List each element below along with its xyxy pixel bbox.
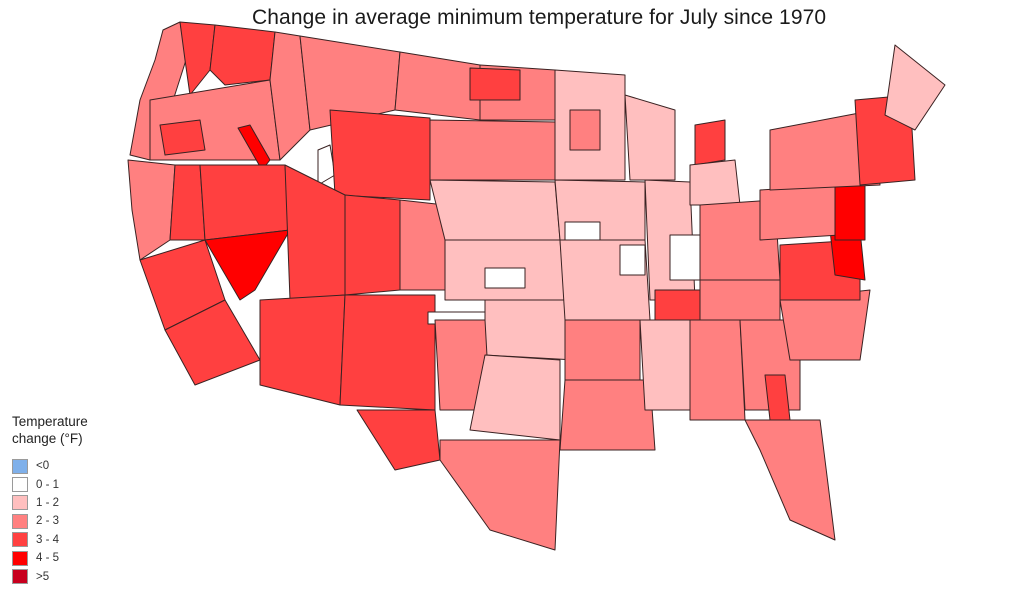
- legend-item: >5: [12, 567, 122, 585]
- map-region: Michigan southern: 1 - 2: [689, 159, 741, 206]
- legend-item: 3 - 4: [12, 531, 122, 549]
- legend-label: <0: [36, 460, 50, 473]
- legend-title: Temperature change (°F): [12, 413, 122, 447]
- map-region: Alabama: 2 - 3: [689, 319, 746, 421]
- map-region: South Dakota: 2 - 3: [429, 119, 556, 181]
- map-region: Puget Sound / Cascades WA: 3 - 4: [179, 21, 216, 96]
- map-region: Georgia coast: 3 - 4: [764, 374, 791, 421]
- map-region: North Central Texas: 1 - 2: [469, 354, 561, 441]
- map-region: Louisiana: 2 - 3: [559, 379, 656, 451]
- legend-swatch: [12, 550, 28, 566]
- map-region: South Texas: 2 - 3: [439, 439, 561, 551]
- legend-swatch: [12, 495, 28, 511]
- map-region: Kansas south-central: 0 - 1: [484, 267, 526, 289]
- map-region: Michigan northern Lower Peninsula: 3 - 4: [694, 119, 726, 166]
- map-region: Wisconsin: 1 - 2: [624, 94, 676, 181]
- legend-item: 4 - 5: [12, 549, 122, 567]
- map-region: Southeast Pennsylvania / New Jersey: 4 -…: [834, 184, 866, 241]
- map-region: Idaho Snake River Plain: 4 - 5: [237, 124, 271, 171]
- map-region: Iowa north / central: 0 - 1: [564, 221, 601, 241]
- legend-swatch: [12, 569, 28, 585]
- legend-item: 1 - 2: [12, 494, 122, 512]
- map-region: Maine: 1 - 2: [884, 44, 946, 131]
- map-region: Nebraska: 1 - 2: [429, 179, 561, 241]
- map-region: North Dakota east: 3 - 4: [469, 67, 521, 101]
- legend-swatch: [12, 477, 28, 493]
- map-region: Wyoming central: 3 - 4: [329, 109, 431, 201]
- map-region: Sacramento Valley: 3 - 4: [169, 164, 206, 241]
- map-region: Arizona: 3 - 4: [259, 294, 346, 406]
- legend-item: 0 - 1: [12, 475, 122, 493]
- map-region: Oklahoma: 1 - 2: [484, 299, 576, 361]
- map-region: Pennsylvania: 2 - 3: [759, 184, 841, 241]
- legend-label: 2 - 3: [36, 515, 60, 528]
- map-region: Arkansas: 2 - 3: [564, 319, 641, 381]
- legend-items: <0 0 - 1 1 - 2 2 - 3 3 - 4 4 - 5 >5: [12, 457, 122, 586]
- map-region: Kentucky: 2 - 3: [699, 279, 781, 321]
- map-region: Minnesota central: 2 - 3: [569, 109, 601, 151]
- map-region: Mississippi: 1 - 2: [639, 319, 691, 411]
- map-region: Northern Nevada: 3 - 4: [199, 164, 291, 241]
- map-region: Colorado western: 3 - 4: [344, 194, 401, 296]
- legend-swatch: [12, 458, 28, 474]
- map-region: New Mexico: 3 - 4: [339, 294, 436, 411]
- legend-item: 2 - 3: [12, 512, 122, 530]
- legend-label: 0 - 1: [36, 478, 60, 491]
- legend-swatch: [12, 513, 28, 529]
- map-region: Missouri east: 0 - 1: [619, 244, 646, 276]
- map-region: Texas Trans-Pecos: 3 - 4: [356, 409, 441, 471]
- map-region: Florida south: 2 - 3: [744, 419, 836, 541]
- legend-label: >5: [36, 570, 50, 583]
- map-region: New York: 2 - 3: [769, 109, 881, 191]
- map-region: Eastern Washington: 3 - 4: [209, 24, 276, 86]
- legend-label: 3 - 4: [36, 533, 60, 546]
- legend-label: 1 - 2: [36, 496, 60, 509]
- map-region: Idaho panhandle: 2 - 3: [269, 31, 311, 161]
- map-region: Northern California coast: 2 - 3: [127, 159, 176, 261]
- legend-title-line1: Temperature: [12, 414, 88, 429]
- legend-swatch: [12, 532, 28, 548]
- legend-label: 4 - 5: [36, 552, 60, 565]
- map-region: Southern Nevada: 4 - 5: [204, 229, 291, 301]
- map-region: Illinois / Indiana central: 0 - 1: [669, 234, 701, 281]
- legend: Temperature change (°F) <0 0 - 1 1 - 2 2 - …: [12, 413, 122, 586]
- legend-title-line2: change (°F): [12, 431, 83, 446]
- legend-item: <0: [12, 457, 122, 475]
- map-region: Central Oregon: 3 - 4: [159, 119, 206, 156]
- map-title: Change in average minimum temperature fo…: [252, 6, 827, 29]
- map-region: Tennessee middle: 3 - 4: [654, 289, 701, 321]
- map-region: Eastern Montana: 2 - 3: [394, 51, 481, 121]
